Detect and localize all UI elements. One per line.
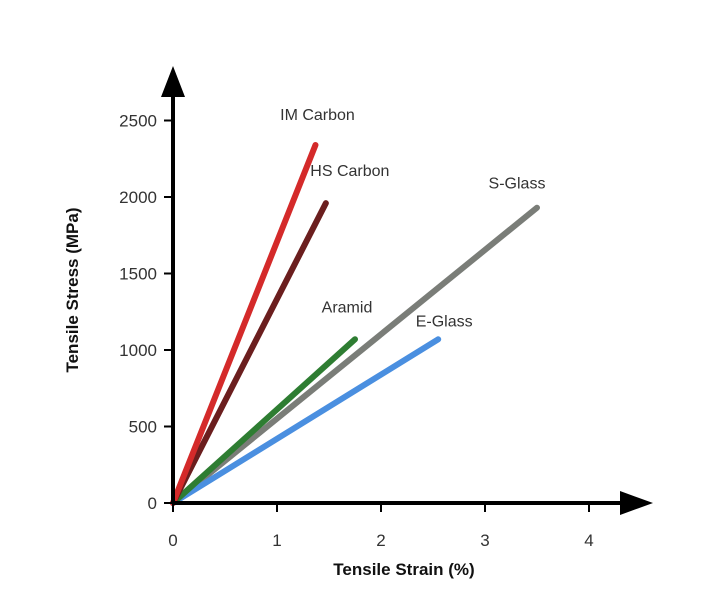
series-layer <box>170 141 540 506</box>
y-axis-arrow <box>161 66 185 97</box>
series-label-e-glass: E-Glass <box>416 313 473 330</box>
series-line-im-carbon <box>170 141 319 506</box>
y-tick-label: 1500 <box>119 265 157 284</box>
labels-layer: S-Glass E-Glass Aramid HS Carbon IM Carbon <box>280 107 545 330</box>
y-tick-label: 1000 <box>119 341 157 360</box>
series-label-im-carbon: IM Carbon <box>280 107 355 124</box>
x-tick-label: 3 <box>480 531 489 550</box>
series-label-s-glass: S-Glass <box>489 176 546 193</box>
x-tick-label: 2 <box>376 531 385 550</box>
y-tick-label: 0 <box>148 494 157 513</box>
series-line-aramid <box>170 336 358 506</box>
series-line-e-glass <box>170 336 442 506</box>
x-axis-title: Tensile Strain (%) <box>333 560 474 579</box>
y-tick-label: 2000 <box>119 188 157 207</box>
y-axis-title: Tensile Stress (MPa) <box>63 207 82 372</box>
x-tick-label: 4 <box>584 531 593 550</box>
ticks-layer: 0 500 1000 1500 2000 2500 0 1 2 3 4 <box>119 112 594 551</box>
x-axis-arrow <box>620 491 653 515</box>
y-tick-label: 2500 <box>119 112 157 131</box>
y-tick-label: 500 <box>129 418 157 437</box>
series-line-hs-carbon <box>170 200 329 506</box>
x-tick-label: 1 <box>272 531 281 550</box>
x-tick-label: 0 <box>168 531 177 550</box>
series-label-hs-carbon: HS Carbon <box>310 163 389 180</box>
series-label-aramid: Aramid <box>322 299 373 316</box>
series-line-s-glass <box>170 204 540 506</box>
axes-layer <box>161 66 653 515</box>
